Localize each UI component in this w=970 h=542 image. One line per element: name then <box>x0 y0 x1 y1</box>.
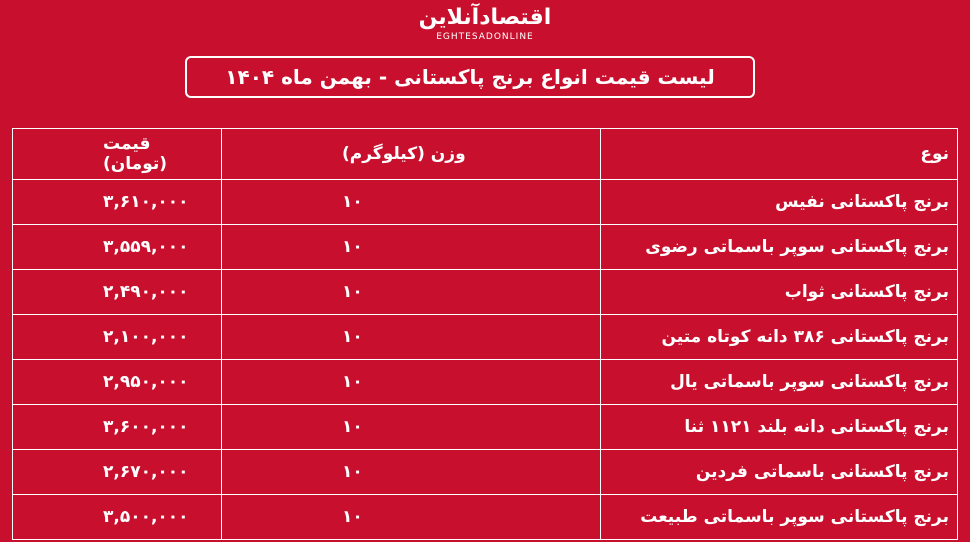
table-row: برنج پاکستانی دانه بلند ۱۱۲۱ ثنا ۱۰ ۳,۶۰۰,… <box>12 404 958 450</box>
table-cell: ۱۰ <box>221 449 601 495</box>
table-cell: ۱۰ <box>221 269 601 315</box>
table-cell: برنج پاکستانی ثواب <box>600 269 958 315</box>
table-cell: ۲,۱۰۰,۰۰۰ <box>12 314 222 360</box>
table-cell: ۱۰ <box>221 359 601 405</box>
table-cell: برنج پاکستانی سوپر باسماتی رضوی <box>600 224 958 270</box>
logo-text: اقتصادآنلاین <box>418 5 552 30</box>
table-cell: ۱۰ <box>221 314 601 360</box>
table-cell: برنج پاکستانی نفیس <box>600 179 958 225</box>
table-row: برنج پاکستانی ثواب ۱۰ ۲,۴۹۰,۰۰۰ <box>12 269 958 315</box>
table-row: برنج پاکستانی نفیس ۱۰ ۳,۶۱۰,۰۰۰ <box>12 179 958 225</box>
table-cell: ۳,۶۱۰,۰۰۰ <box>12 179 222 225</box>
column-header: نوع <box>600 128 958 180</box>
table-cell: برنج پاکستانی دانه بلند ۱۱۲۱ ثنا <box>600 404 958 450</box>
table-cell: برنج پاکستانی سوپر باسماتی یال <box>600 359 958 405</box>
table-cell: ۱۰ <box>221 179 601 225</box>
table-row: برنج پاکستانی باسماتی فردین ۱۰ ۲,۶۷۰,۰۰۰ <box>12 449 958 495</box>
header-row: نوع وزن (کیلوگرم) قیمت (تومان) <box>12 128 958 180</box>
table-cell: ۲,۴۹۰,۰۰۰ <box>12 269 222 315</box>
logo: اقتصادآنلاین EGHTESADONLINE <box>405 4 565 42</box>
title: لیست قیمت انواع برنج پاکستانی - بهمن ماه… <box>225 65 715 89</box>
title-box: لیست قیمت انواع برنج پاکستانی - بهمن ماه… <box>185 56 755 98</box>
table-cell: ۳,۵۰۰,۰۰۰ <box>12 494 222 540</box>
table-cell: برنج پاکستانی سوپر باسماتی طبیعت <box>600 494 958 540</box>
table-cell: ۱۰ <box>221 494 601 540</box>
table-cell: ۳,۶۰۰,۰۰۰ <box>12 404 222 450</box>
table-row: برنج پاکستانی سوپر باسماتی یال ۱۰ ۲,۹۵۰,۰۰… <box>12 359 958 405</box>
table-cell: ۱۰ <box>221 404 601 450</box>
table-row: برنج پاکستانی سوپر باسماتی طبیعت ۱۰ ۳,۵۰۰,… <box>12 494 958 540</box>
table-cell: برنج پاکستانی باسماتی فردین <box>600 449 958 495</box>
table-cell: ۲,۶۷۰,۰۰۰ <box>12 449 222 495</box>
table-row: برنج پاکستانی سوپر باسماتی رضوی ۱۰ ۳,۵۵۹,۰… <box>12 224 958 270</box>
column-header: وزن (کیلوگرم) <box>221 128 601 180</box>
table-cell: ۱۰ <box>221 224 601 270</box>
table-row: برنج پاکستانی ۳۸۶ دانه کوتاه متین ۱۰ ۲,۱۰۰… <box>12 314 958 360</box>
price-table: نوع وزن (کیلوگرم) قیمت (تومان) برنج پاکستا… <box>12 128 958 540</box>
table-cell: ۲,۹۵۰,۰۰۰ <box>12 359 222 405</box>
table-cell: برنج پاکستانی ۳۸۶ دانه کوتاه متین <box>600 314 958 360</box>
table-cell: ۳,۵۵۹,۰۰۰ <box>12 224 222 270</box>
column-header: قیمت (تومان) <box>12 128 222 180</box>
logo-subtext: EGHTESADONLINE <box>436 32 534 42</box>
